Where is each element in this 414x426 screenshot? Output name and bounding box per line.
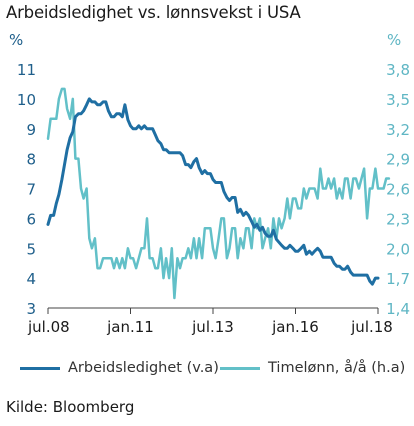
legend-item-unemployment: Arbeidsledighet (v.a)	[20, 360, 219, 376]
x-tick-label: jul.13	[191, 318, 234, 336]
left-tick-label: 7	[26, 181, 36, 199]
left-tick-label: 4	[26, 270, 36, 288]
right-axis-unit: %	[387, 31, 402, 49]
right-tick-label: 1,4	[386, 300, 410, 318]
legend-swatch-unemployment	[20, 366, 60, 370]
chart-title: Arbeidsledighet vs. lønnsvekst i USA	[6, 3, 301, 22]
right-tick-label: 3,8	[386, 61, 410, 79]
legend-label-unemployment: Arbeidsledighet (v.a)	[68, 360, 219, 376]
series-line-unemployment	[46, 97, 380, 286]
source-note: Kilde: Bloomberg	[6, 398, 135, 416]
right-tick-label: 3,2	[386, 121, 410, 139]
legend: Arbeidsledighet (v.a) Timelønn, å/å (h.a…	[0, 360, 414, 382]
left-tick-label: 9	[26, 121, 36, 139]
left-tick-label: 8	[26, 151, 36, 169]
x-tick-label: jan.16	[271, 318, 319, 336]
x-tick-label: jan.11	[106, 318, 154, 336]
right-tick-label: 1,7	[386, 270, 410, 288]
left-tick-label: 3	[26, 300, 36, 318]
x-tick-label: jul.08	[27, 318, 70, 336]
legend-label-wages: Timelønn, å/å (h.a)	[268, 360, 406, 376]
series-line-wages	[46, 87, 391, 300]
left-tick-label: 10	[17, 91, 36, 109]
x-tick-label: jul.18	[350, 318, 393, 336]
right-tick-label: 2,3	[386, 210, 410, 228]
right-tick-label: 2,9	[386, 151, 410, 169]
right-tick-label: 3,5	[386, 91, 410, 109]
left-tick-label: 5	[26, 240, 36, 258]
legend-swatch-wages	[220, 366, 260, 370]
left-tick-label: 6	[26, 210, 36, 228]
right-tick-label: 2,6	[386, 181, 410, 199]
left-axis-unit: %	[9, 31, 24, 49]
left-tick-label: 11	[17, 61, 36, 79]
right-tick-label: 2,0	[386, 240, 410, 258]
legend-item-wages: Timelønn, å/å (h.a)	[220, 360, 405, 376]
